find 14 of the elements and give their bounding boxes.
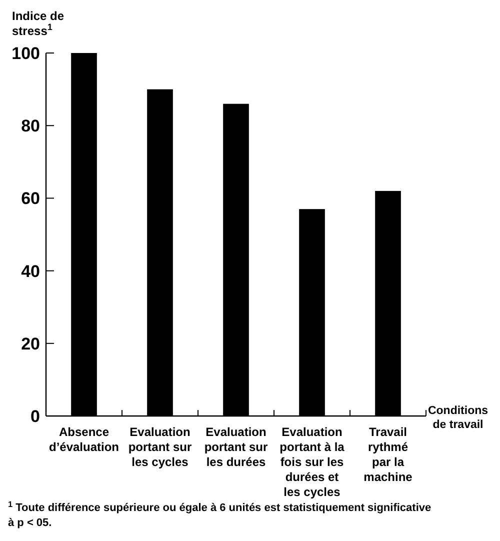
- y-tick-label: 80: [21, 116, 40, 136]
- y-tick-label: 60: [21, 189, 40, 208]
- x-tick-label: Evaluation portant sur les durées: [204, 425, 268, 469]
- y-tick-label: 100: [12, 44, 40, 63]
- y-axis-title: Indice de stress$^{1}$: [12, 9, 64, 38]
- x-tick-label: Absence d’évaluation: [48, 425, 120, 454]
- y-tick-label: 0: [30, 406, 40, 426]
- x-tick-label: Evaluation portant sur les cycles: [128, 425, 192, 469]
- x-axis-title: Conditions de travail: [428, 405, 488, 431]
- y-tick-label: 40: [21, 262, 40, 281]
- x-tick-label: Evaluation portant à la fois sur les durées et les cycles: [280, 425, 345, 499]
- text: $^{1}$ Toute différence supérieure ou égale à 6 unités est statistiquement significative à p < 05.: [8, 500, 432, 529]
- x-tick-label: Travail rythmé par la machine: [364, 425, 413, 484]
- y-tick-label: 20: [21, 334, 40, 354]
